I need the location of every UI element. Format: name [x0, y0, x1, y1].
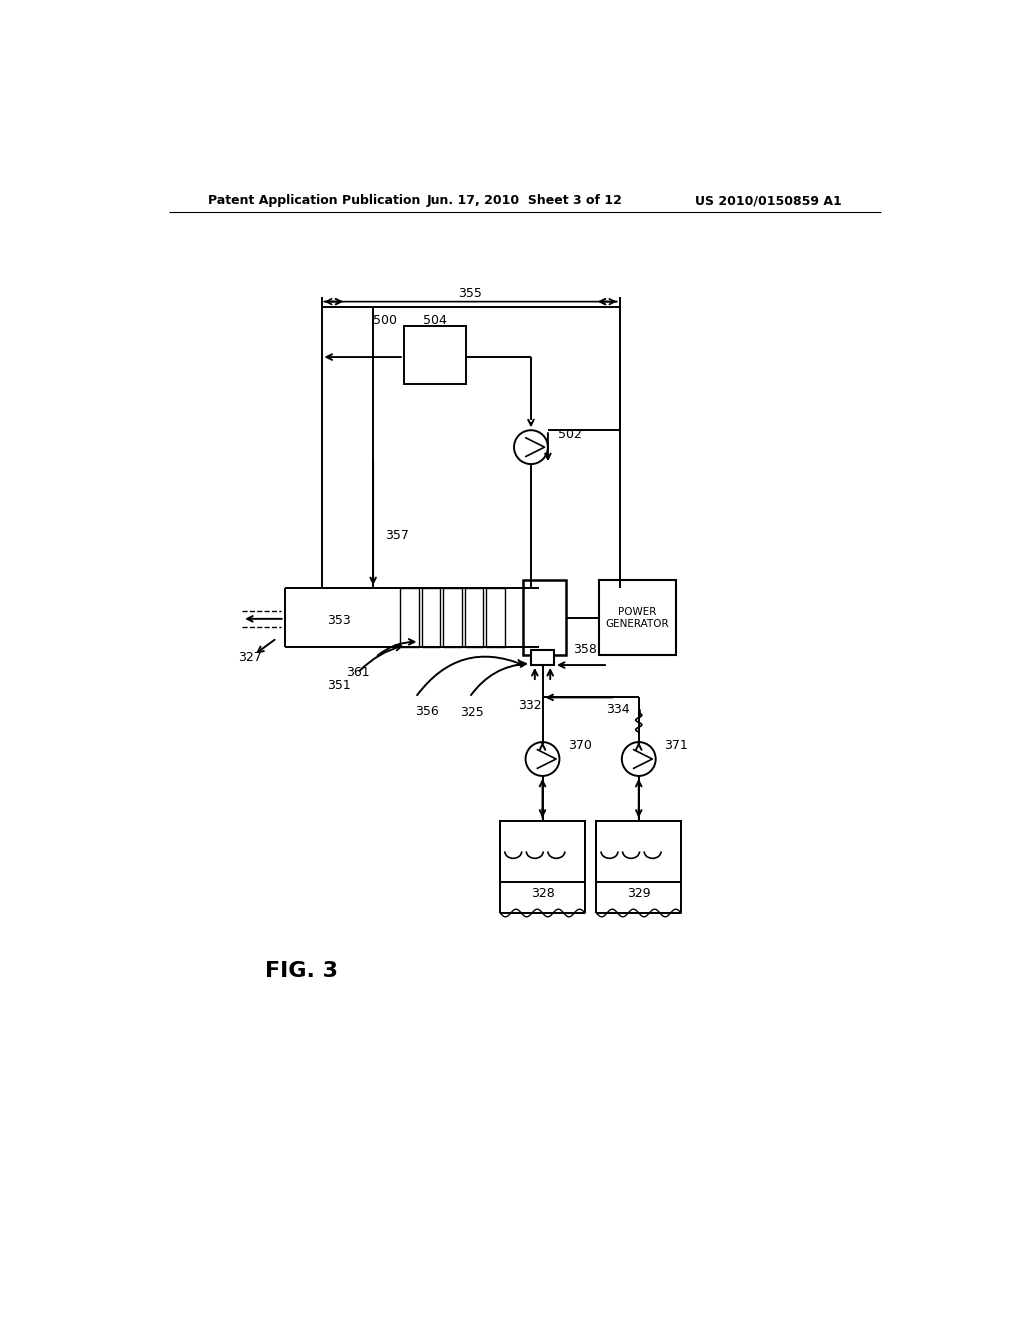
Text: 357: 357 — [385, 529, 409, 543]
Text: 361: 361 — [346, 667, 370, 680]
Bar — [599, 581, 676, 655]
Text: 353: 353 — [327, 614, 350, 627]
Text: Jun. 17, 2010  Sheet 3 of 12: Jun. 17, 2010 Sheet 3 of 12 — [427, 194, 623, 207]
Text: 334: 334 — [606, 704, 630, 717]
Text: 328: 328 — [530, 887, 554, 900]
Text: Patent Application Publication: Patent Application Publication — [208, 194, 420, 207]
Bar — [422, 589, 440, 647]
Text: 355: 355 — [458, 286, 482, 300]
Text: 358: 358 — [573, 643, 597, 656]
Text: 371: 371 — [665, 739, 688, 751]
Text: 325: 325 — [460, 706, 483, 719]
Text: 370: 370 — [568, 739, 592, 751]
Text: 351: 351 — [327, 680, 350, 693]
Text: 327: 327 — [238, 651, 262, 664]
Bar — [531, 649, 554, 665]
Bar — [596, 821, 681, 882]
Text: 500: 500 — [373, 314, 396, 326]
Text: 504: 504 — [423, 314, 446, 326]
Bar — [403, 326, 466, 384]
Bar — [500, 821, 585, 882]
Text: US 2010/0150859 A1: US 2010/0150859 A1 — [695, 194, 842, 207]
Text: 329: 329 — [627, 887, 650, 900]
Text: FIG. 3: FIG. 3 — [265, 961, 338, 981]
Bar — [465, 589, 483, 647]
Text: 332: 332 — [517, 698, 542, 711]
Bar — [400, 589, 419, 647]
Bar — [486, 589, 505, 647]
Bar — [443, 589, 462, 647]
Text: 356: 356 — [415, 705, 439, 718]
Text: 502: 502 — [558, 428, 582, 441]
Text: POWER
GENERATOR: POWER GENERATOR — [605, 607, 669, 628]
Bar — [523, 581, 565, 655]
